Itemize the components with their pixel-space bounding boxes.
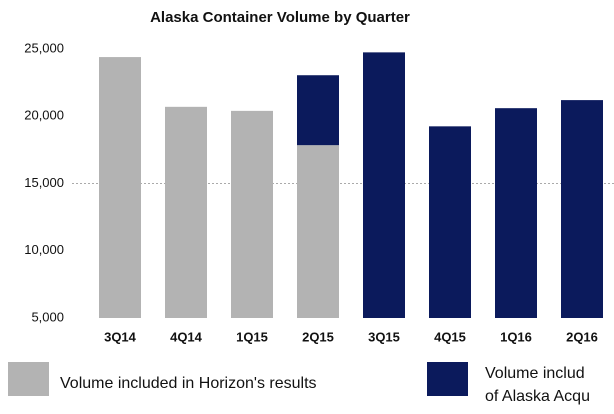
legend-label: Volume included in Horizon's results (60, 375, 317, 392)
bar-segment (297, 145, 339, 318)
y-tick-label: 20,000 (24, 108, 64, 123)
x-tick-label: 3Q14 (104, 329, 137, 344)
x-tick-label: 3Q15 (368, 329, 400, 344)
y-tick-label: 10,000 (24, 242, 64, 257)
bar-segment (363, 52, 405, 319)
bar-segment (165, 106, 207, 319)
legend-swatch (427, 362, 468, 396)
bar-segment (429, 126, 471, 319)
legend-swatch (8, 362, 49, 396)
y-tick-label: 15,000 (24, 175, 64, 190)
y-tick-label: 5,000 (31, 309, 64, 324)
legend-label: Volume includ of Alaska Acqu (485, 365, 590, 405)
y-tick-label: 25,000 (24, 40, 64, 55)
bar-segment (231, 110, 273, 319)
x-tick-label: 2Q15 (302, 329, 334, 344)
bar-segment (297, 75, 339, 146)
x-tick-label: 4Q14 (170, 329, 203, 344)
bar-segment (561, 100, 603, 318)
x-tick-label: 1Q16 (500, 329, 532, 344)
bar-segment (495, 108, 537, 319)
x-tick-label: 1Q15 (236, 329, 268, 344)
x-tick-label: 2Q16 (566, 329, 598, 344)
bar-segment (99, 57, 141, 318)
chart-title: Alaska Container Volume by Quarter (150, 9, 410, 26)
x-tick-label: 4Q15 (434, 329, 466, 344)
